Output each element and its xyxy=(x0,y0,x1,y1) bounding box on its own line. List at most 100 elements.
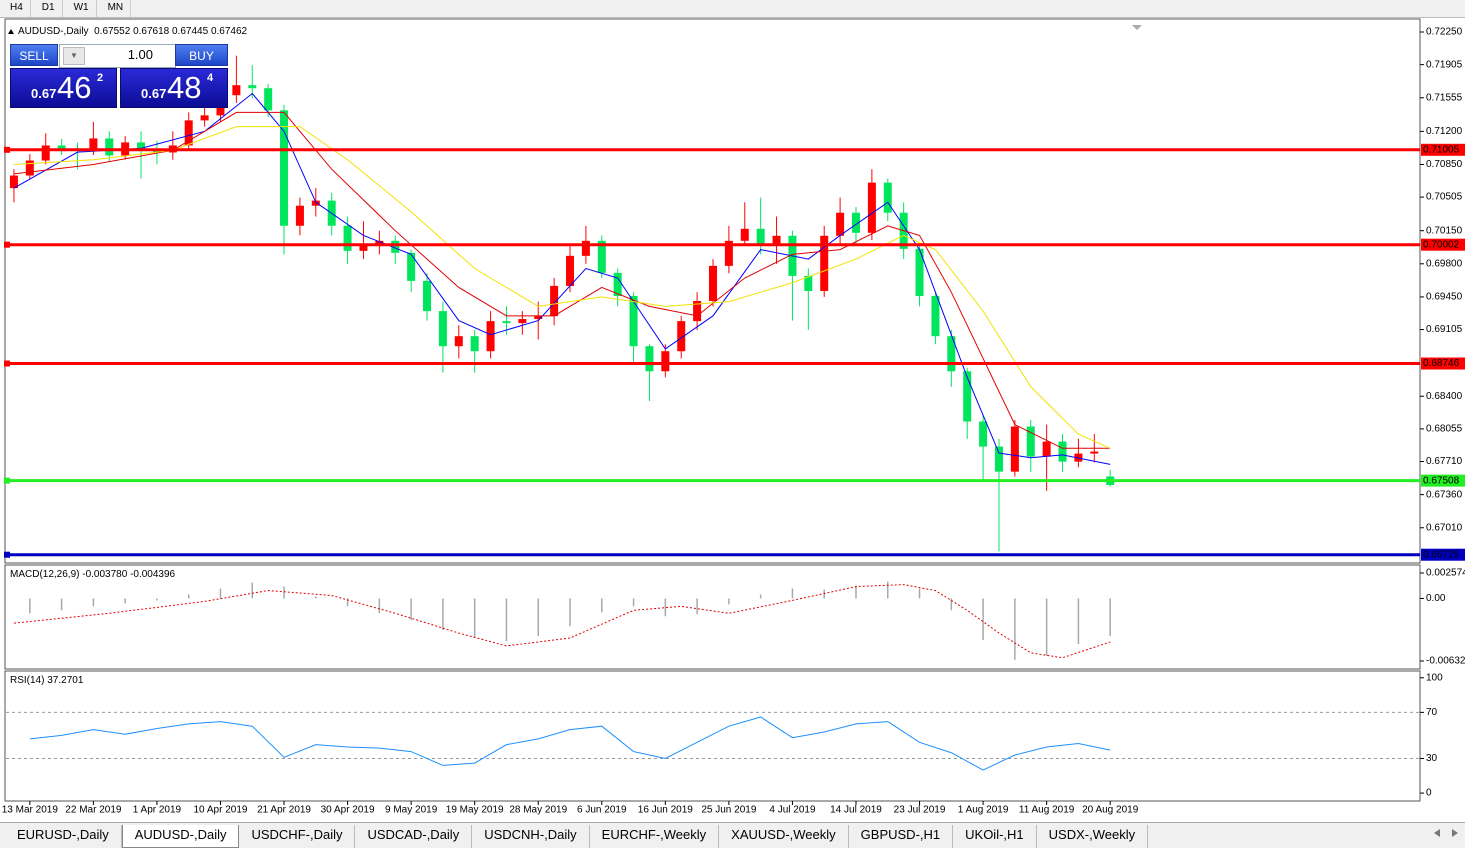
candle-body xyxy=(613,272,622,296)
y-tick-label: 0.00 xyxy=(1426,593,1446,604)
y-tick-label: 30 xyxy=(1426,753,1438,764)
moving-average xyxy=(13,126,1111,449)
y-tick-label: 0.71905 xyxy=(1426,59,1463,70)
candle-body xyxy=(280,110,289,226)
candle-body xyxy=(1010,426,1019,472)
toolbar: H4 D1 W1 MN xyxy=(0,0,1465,18)
lot-value: 1.00 xyxy=(127,47,153,62)
candle-body xyxy=(931,295,940,337)
candle-body xyxy=(772,235,781,246)
level-label-bg xyxy=(1421,474,1465,487)
candle-body xyxy=(25,160,34,176)
tab[interactable]: GBPUSD-,H1 xyxy=(849,825,954,848)
candle-body xyxy=(1042,441,1051,457)
level-handle xyxy=(4,241,10,248)
candle-body xyxy=(502,321,511,324)
candle-body xyxy=(454,336,463,347)
scroll-right[interactable] xyxy=(1452,829,1458,837)
high: 0.67618 xyxy=(133,26,170,37)
candle-body xyxy=(41,145,50,161)
symbol: AUDUSD-,Daily xyxy=(18,26,89,37)
candle-body xyxy=(677,321,686,352)
lot-down[interactable]: ▼ xyxy=(63,47,85,65)
moving-average xyxy=(13,92,1111,465)
tab-scroll[interactable] xyxy=(1432,826,1462,840)
candle-body xyxy=(486,321,495,352)
x-tick-label: 13 Mar 2019 xyxy=(2,805,59,816)
candle-body xyxy=(137,142,146,151)
price-pip: 2 xyxy=(97,72,104,84)
y-tick-label: 0.69105 xyxy=(1426,324,1463,335)
tab[interactable]: EURCHF-,Weekly xyxy=(590,825,720,848)
x-tick-label: 20 Aug 2019 xyxy=(1082,805,1139,816)
candle-body xyxy=(550,285,559,317)
timeframe[interactable]: W1 xyxy=(67,0,97,17)
level-label-bg xyxy=(1421,238,1465,251)
candle-body xyxy=(693,300,702,322)
candle-body xyxy=(407,252,416,281)
y-tick-label: 100 xyxy=(1426,672,1443,683)
candle-body xyxy=(581,240,590,256)
x-tick-label: 30 Apr 2019 xyxy=(321,805,375,816)
candle-body xyxy=(645,346,654,372)
macd-signal xyxy=(13,584,1111,659)
tab[interactable]: USDCHF-,Daily xyxy=(239,825,356,848)
sell-button[interactable]: SELL xyxy=(10,44,58,66)
level-label: 0.71005 xyxy=(1423,144,1460,155)
level-label-bg xyxy=(1421,548,1465,561)
candle-body xyxy=(470,336,479,352)
timeframe[interactable]: D1 xyxy=(35,0,63,17)
candle-body xyxy=(534,316,543,320)
rsi-header: RSI(14) 37.2701 xyxy=(10,675,83,686)
y-tick-label: 0.71200 xyxy=(1426,126,1463,137)
candle-body xyxy=(979,421,988,447)
price-main: 48 xyxy=(167,70,202,105)
candle-body xyxy=(1090,451,1099,454)
x-tick-label: 9 May 2019 xyxy=(385,805,438,816)
candle-body xyxy=(820,235,829,291)
tab[interactable]: USDCAD-,Daily xyxy=(355,825,473,848)
candle-body xyxy=(851,212,860,233)
sell-price[interactable]: 0.67 46 2 xyxy=(10,68,117,108)
rsi-line xyxy=(29,716,1111,771)
y-tick-label: 0.71555 xyxy=(1426,92,1463,103)
candle-body xyxy=(295,205,304,226)
y-tick-label: 0 xyxy=(1426,788,1432,799)
open: 0.67552 xyxy=(94,26,131,37)
tab[interactable]: XAUUSD-,Weekly xyxy=(719,825,849,848)
timeframe[interactable]: H4 xyxy=(3,0,31,17)
candle-body xyxy=(391,240,400,253)
x-tick-label: 6 Jun 2019 xyxy=(577,805,627,816)
candle-body xyxy=(248,85,257,89)
shift-marker xyxy=(1132,25,1142,30)
lot-box[interactable]: ▼ 1.00 xyxy=(59,44,176,68)
moving-average xyxy=(13,111,1111,449)
candle-body xyxy=(709,265,717,301)
candle-body xyxy=(724,240,733,266)
y-tick-label: 0.67360 xyxy=(1426,489,1463,500)
buy-button[interactable]: BUY xyxy=(175,44,228,66)
level-handle xyxy=(4,146,10,153)
level-label: 0.67508 xyxy=(1423,475,1460,486)
timeframe[interactable]: MN xyxy=(101,0,132,17)
tab[interactable]: USDCNH-,Daily xyxy=(472,825,590,848)
close: 0.67462 xyxy=(210,26,248,37)
candle-body xyxy=(438,311,447,347)
tab[interactable]: USDX-,Weekly xyxy=(1037,825,1149,848)
candle-body xyxy=(57,145,66,149)
candle-body xyxy=(311,200,320,206)
x-tick-label: 16 Jun 2019 xyxy=(638,805,693,816)
x-tick-label: 19 May 2019 xyxy=(446,805,504,816)
scroll-left[interactable] xyxy=(1434,829,1440,837)
y-tick-label: 0.70850 xyxy=(1426,159,1463,170)
level-label: 0.66725 xyxy=(1423,549,1460,560)
tab[interactable]: AUDUSD-,Daily xyxy=(121,825,240,848)
buy-price[interactable]: 0.67 48 4 xyxy=(120,68,228,108)
chart-header: AUDUSD-,Daily 0.67552 0.67618 0.67445 0.… xyxy=(8,26,247,37)
candle-body xyxy=(756,228,765,246)
tab[interactable]: EURUSD-,Daily xyxy=(5,825,122,848)
rsi-title: RSI(14) xyxy=(10,675,45,686)
tab[interactable]: UKOil-,H1 xyxy=(953,825,1037,848)
